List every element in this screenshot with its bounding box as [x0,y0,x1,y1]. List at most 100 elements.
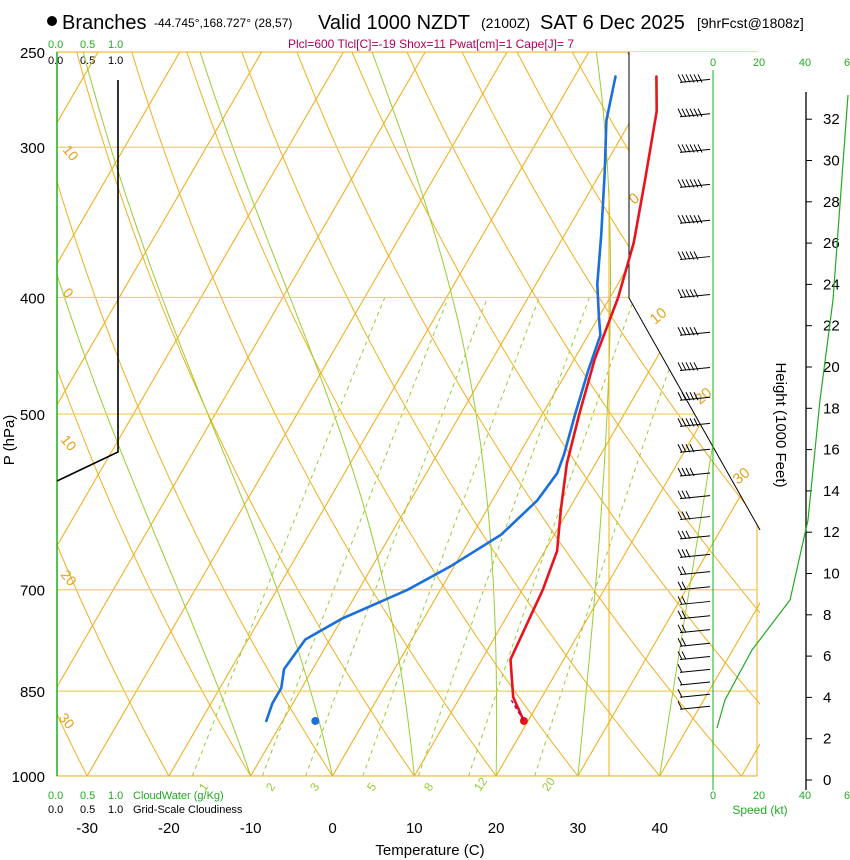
cloudiness-profile-line [56,80,119,482]
height-tick-label: 0 [823,772,831,789]
isotherm-line [659,601,760,776]
isotherm-line [57,52,263,406]
speed-tick-bottom: 0 [710,790,716,802]
height-tick-label: 14 [823,483,840,500]
wind-barb-flag [689,74,695,83]
pressure-tick-label: 250 [20,45,45,62]
wind-barb-flag [677,651,683,660]
mixing-ratio-label: 8 [421,780,436,794]
wind-barb-flag [697,215,703,224]
wind-barb-flag [689,467,695,477]
cloudiness-scale-bottom-0: 0.0 [48,804,63,816]
isotherm-label-0: 0 [60,285,77,301]
wind-barb-staff [679,516,711,521]
wind-barb-staff [679,705,711,710]
mixing-ratio-label: 2 [263,780,278,794]
isotherm-line [0,52,16,776]
wind-barb-flag [677,624,683,633]
wind-barb-flag [693,327,699,336]
height-tick-label: 4 [823,689,831,706]
wind-barb-flag [677,596,683,605]
speed-tick-bottom: 40 [799,790,811,802]
speed-tick-bottom: 6 [844,790,850,802]
height-axis-label: Height (1000 Feet) [772,362,789,487]
wind-barb-flag [677,108,683,117]
wind-barb-staff [679,571,711,576]
wind-barb-staff [679,396,711,401]
parcel-dewpoint-marker [311,716,320,725]
moist-adiabat-line [199,52,415,776]
wind-barb-flag [681,624,687,633]
wind-barb-flag [681,108,687,117]
wind-barb-flag [693,362,699,371]
wind-barb-flag [693,179,699,188]
wind-barb-flag [681,444,687,453]
dewpoint-profile-line [264,75,617,723]
mixing-ratio-line [418,297,590,776]
wind-barb-flag [689,215,695,224]
wind-barb-staff [679,472,711,477]
x-axis-label: Temperature (C) [375,842,484,859]
wind-barb-flag [681,327,687,336]
wind-barb-flag [697,74,703,83]
pressure-tick-label: 400 [20,290,45,307]
wind-barb-flag [685,108,691,117]
wind-barb-flag [677,566,683,575]
height-tick-label: 18 [823,400,840,417]
wind-barb-flag [685,74,691,83]
pressure-tick-label: 700 [20,583,45,600]
wind-barb-flag [685,530,691,540]
cloudiness-scale-top-0: 0.0 [48,55,63,67]
temperature-profile-line [509,75,659,723]
cloud-scale-top-1: 1.0 [108,39,123,51]
wind-barb-staff [679,615,711,620]
moist-adiabat-line [82,52,333,776]
height-tick-label: 26 [823,235,840,252]
moist-adiabat-line [57,273,252,776]
wind-barb-flag [677,444,683,453]
height-tick-label: 20 [823,359,840,376]
wind-barb-flag [685,289,691,298]
wind-barb-flag [681,289,687,298]
cloud-water-label: CloudWater (g/Kg) [133,790,224,802]
wind-barb-flag [685,549,691,558]
wind-barb-flag [689,251,695,260]
height-tick-label: 6 [823,648,831,665]
moist-adiabat-line [371,52,498,776]
isotherm-line [577,460,760,776]
wind-barb-flag [689,392,695,401]
wind-barb-flag [681,566,687,575]
wind-barb-flag [689,327,695,336]
speed-tick-top: 0 [710,57,716,69]
wind-barb-staff [679,535,711,540]
cloudiness-scale-bottom-05: 0.5 [80,804,95,816]
cloudiness-scale-top-1: 1.0 [108,55,123,67]
wind-barb-flag [681,215,687,224]
dry-adiabat-line [351,52,760,705]
isotherm-line [57,52,181,265]
mixing-ratio-label: 3 [307,780,322,794]
dry-adiabat-line [241,52,661,776]
wind-barb-flag [677,638,683,647]
forecast-info: [9hrFcst@1808z] [697,15,804,31]
zulu-time: (2100Z) [481,15,530,31]
height-tick-label: 12 [823,524,840,541]
wind-barb-flag [685,144,691,153]
wind-barb-staff [679,668,711,673]
wind-barb-flag [681,362,687,371]
wind-barb-flag [681,144,687,153]
wind-barb-flag [681,251,687,260]
mixing-ratio-label: 12 [471,774,490,793]
wind-barb-flag [681,490,687,499]
cloud-scale-bottom-0: 0.0 [48,790,63,802]
wind-barb-flag [677,289,683,298]
wind-barb-flag [677,530,683,540]
wind-barb-flag [697,179,703,188]
height-tick-label: 22 [823,318,840,335]
height-tick-label: 24 [823,276,840,293]
wind-barb-staff [679,553,711,558]
wind-barb-staff [679,113,711,118]
valid-date: SAT 6 Dec 2025 [540,12,685,34]
cloudiness-label: Grid-Scale Cloudiness [133,804,243,816]
